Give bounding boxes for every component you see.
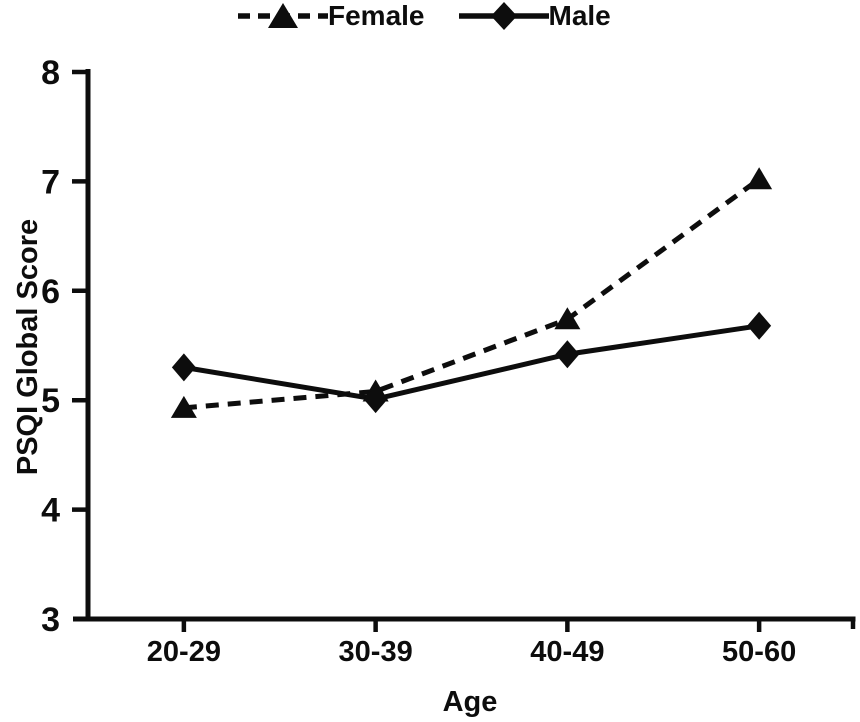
x-axis-tick-label: 30-39 (339, 636, 413, 668)
legend-item-female: Female (238, 1, 425, 31)
x-axis-tick-label: 40-49 (530, 636, 604, 668)
female-marker (746, 167, 773, 190)
y-axis-tick-label: 7 (41, 163, 60, 201)
y-axis-tick-label: 8 (41, 54, 60, 92)
legend-label-male: Male (548, 0, 611, 31)
male-solid-line-diamond-icon (458, 2, 549, 30)
male-line (183, 323, 760, 402)
y-axis-tick-label: 4 (41, 492, 60, 530)
male-marker (363, 385, 388, 414)
female-marker (554, 307, 581, 330)
x-axis-tick-label: 20-29 (147, 636, 221, 668)
y-axis-tick-label: 5 (41, 382, 60, 420)
x-axis-tick-label: 50-60 (722, 636, 796, 668)
male-marker (171, 353, 196, 382)
y-axis-tick-label: 6 (41, 273, 60, 311)
female-marker (170, 395, 197, 418)
legend-label-female: Female (328, 0, 425, 31)
female-dashed-line-triangle-icon (238, 3, 328, 28)
chart-legend: Female Male (238, 0, 611, 32)
y-axis-tick-label: 3 (41, 601, 60, 639)
female-line (183, 177, 761, 411)
legend-item-male: Male (458, 0, 611, 31)
male-marker (747, 311, 772, 340)
x-axis-title: Age (442, 686, 498, 718)
male-marker (555, 340, 580, 369)
